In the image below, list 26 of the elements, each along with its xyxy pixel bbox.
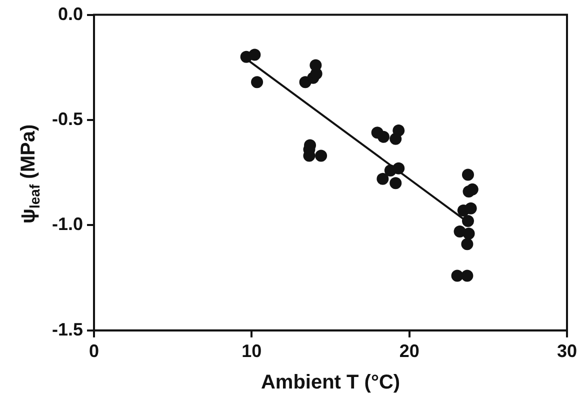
point: [461, 238, 474, 250]
point: [461, 270, 474, 282]
x-axis-title: Ambient T (°C): [260, 372, 400, 394]
point: [390, 177, 402, 190]
point: [248, 48, 261, 61]
y-tick-label: -0.5: [52, 108, 84, 129]
x-tick-label: 20: [399, 341, 420, 362]
point: [315, 150, 328, 162]
point: [392, 162, 405, 174]
point: [377, 130, 390, 143]
y-tick-label: -1.5: [52, 319, 84, 340]
x-tick-label: 0: [89, 341, 100, 362]
point: [251, 76, 264, 88]
point: [376, 172, 389, 185]
point: [464, 202, 477, 214]
point: [310, 68, 322, 80]
point: [462, 168, 474, 181]
point: [462, 228, 475, 240]
y-tick-label: -1.0: [52, 214, 84, 234]
x-tick-label: 30: [556, 341, 578, 362]
x-tick-label: 10: [242, 341, 262, 362]
point: [462, 214, 474, 227]
point: [390, 132, 402, 145]
y-tick-label: 0.0: [58, 4, 84, 24]
point: [451, 270, 464, 282]
point: [466, 183, 478, 196]
